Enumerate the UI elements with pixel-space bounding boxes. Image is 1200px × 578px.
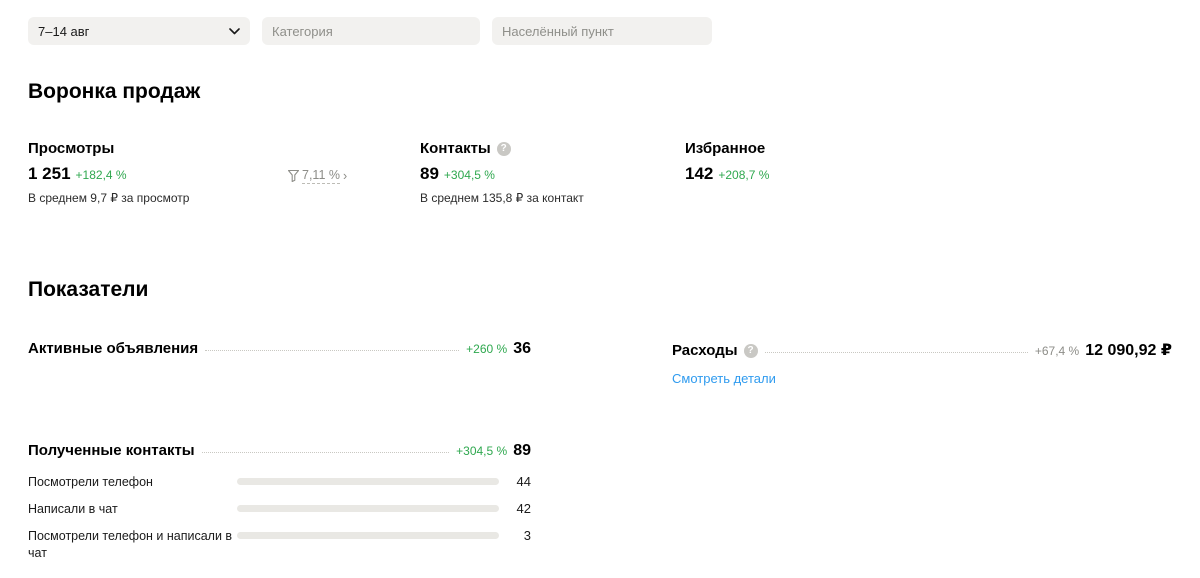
dotted-leader [205,350,460,351]
metric-views-change: +182,4 % [75,168,127,182]
bar-label: Посмотрели телефон [28,475,153,489]
expenses-value: 12 090,92 ₽ [1085,342,1172,359]
expenses-label: Расходы [672,342,738,359]
date-range-value: 7–14 авг [38,23,90,39]
bar-row-phone-and-chat: Посмотрели телефон и написали в чат 3 [28,528,531,562]
date-range-select[interactable]: 7–14 авг [28,17,250,45]
expenses-change: +67,4 % [1034,344,1080,358]
metric-contacts: Контакты ? 89 +304,5 % В среднем 135,8 ₽ … [420,140,584,205]
location-input[interactable] [492,17,712,45]
bar-track [237,531,499,539]
metric-contacts-subtitle: В среднем 135,8 ₽ за контакт [420,191,584,205]
metric-favorites-value: 142 [685,164,714,183]
metric-views: Просмотры 1 251 +182,4 % В среднем 9,7 ₽ … [28,140,189,205]
chevron-right-icon: › [343,169,348,183]
bar-value: 44 [516,474,531,489]
indicators-title: Показатели [28,278,149,301]
active-listings-block: Активные объявления +260 % 36 [28,340,531,358]
bar-value: 3 [523,527,531,543]
bar-track [237,478,499,485]
received-contacts-block: Полученные контакты +304,5 % 89 Посмотре… [28,442,531,572]
metric-views-value: 1 251 [28,164,71,183]
received-contacts-value: 89 [513,442,531,459]
conversion-value: 7,11 % [302,168,340,184]
metric-favorites-label: Избранное [685,140,766,157]
expenses-details-link[interactable]: Смотреть детали [672,371,776,386]
sales-funnel-title: Воронка продаж [28,80,201,103]
active-listings-value: 36 [513,340,531,357]
metric-views-label: Просмотры [28,140,115,157]
metric-favorites: Избранное 142 +208,7 % [685,140,769,184]
metric-contacts-change: +304,5 % [443,168,495,182]
chevron-down-icon [229,27,240,34]
received-contacts-change: +304,5 % [456,444,508,458]
help-icon[interactable]: ? [743,343,758,358]
metric-contacts-label: Контакты [420,140,491,157]
received-contacts-label: Полученные контакты [28,442,195,459]
views-to-contacts-conversion-link[interactable]: 7,11 % › [288,168,347,184]
bar-row-chat-messages: Написали в чат 42 [28,501,531,518]
active-listings-change: +260 % [466,342,508,356]
funnel-icon [288,170,299,182]
active-listings-label: Активные объявления [28,340,199,357]
dotted-leader [201,452,450,453]
metric-contacts-value: 89 [420,164,439,183]
metric-views-subtitle: В среднем 9,7 ₽ за просмотр [28,191,190,205]
metric-favorites-change: +208,7 % [718,168,770,182]
dotted-leader [764,352,1028,353]
help-icon[interactable]: ? [496,141,511,156]
bar-track [237,504,499,512]
category-input[interactable] [262,17,480,45]
bar-label: Написали в чат [28,501,118,516]
bar-label: Посмотрели телефон и написали в чат [28,528,233,560]
bar-row-phone-views: Посмотрели телефон 44 [28,474,531,491]
expenses-block: Расходы ? +67,4 % 12 090,92 ₽ Смотреть д… [672,340,1172,388]
contacts-bar-list: Посмотрели телефон 44 Написали в чат 42 … [28,474,531,562]
filter-bar: 7–14 авг [28,17,712,45]
bar-value: 42 [516,500,531,516]
